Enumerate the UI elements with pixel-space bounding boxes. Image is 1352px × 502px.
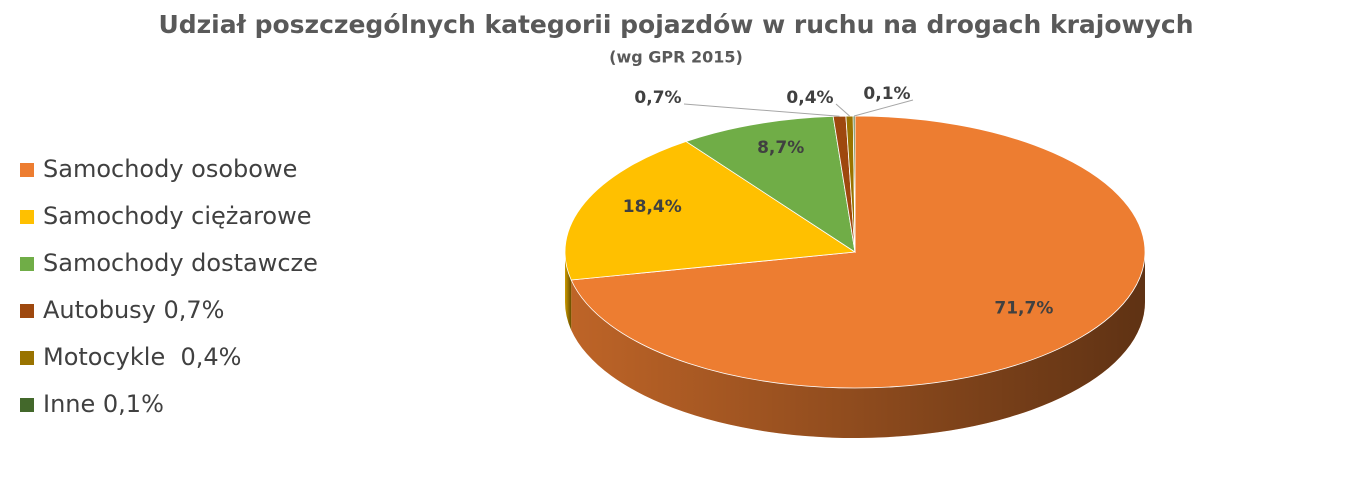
side-shade — [571, 252, 1145, 438]
chart-subtitle: (wg GPR 2015) — [609, 48, 743, 67]
legend-label: Motocykle 0,4% — [43, 343, 241, 371]
legend-label: Samochody osobowe — [43, 155, 297, 183]
leader-line — [835, 103, 850, 117]
legend-label: Samochody ciężarowe — [43, 202, 312, 230]
slice — [570, 115, 1146, 389]
leader-line — [853, 99, 914, 117]
value-label: 0,7% — [634, 88, 681, 108]
legend-label: Samochody dostawcze — [43, 249, 318, 277]
legend-label: Autobusy 0,7% — [43, 296, 224, 324]
value-label: 18,4% — [623, 197, 682, 217]
legend-label: Inne 0,1% — [43, 390, 164, 418]
slice — [685, 115, 856, 253]
legend-swatch — [20, 351, 34, 365]
side-shade — [565, 252, 572, 330]
legend-swatch — [20, 257, 34, 271]
value-label: 0,1% — [863, 84, 910, 104]
chart-title: Udział poszczególnych kategorii pojazdów… — [158, 10, 1193, 39]
slice — [564, 141, 857, 281]
legend-swatch — [20, 163, 34, 177]
legend-swatch — [20, 398, 34, 412]
value-label: 0,4% — [786, 88, 833, 108]
leader-line — [683, 103, 840, 117]
value-label: 71,7% — [994, 298, 1053, 318]
legend-swatch — [20, 210, 34, 224]
legend-swatch — [20, 304, 34, 318]
value-label: 8,7% — [757, 138, 804, 158]
